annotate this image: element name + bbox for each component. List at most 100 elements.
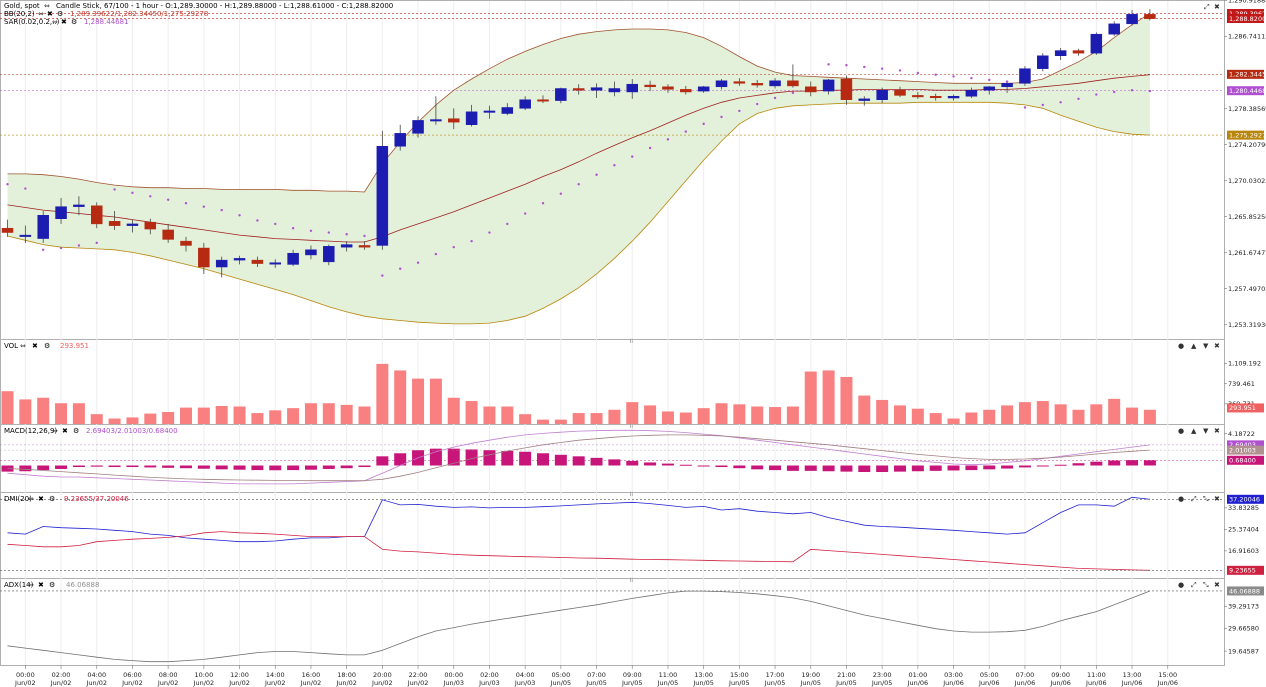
candle-body [715,80,728,88]
volume-bar [608,409,621,424]
candle-body [91,205,103,225]
candle [894,86,906,98]
bb-visibility-icon[interactable]: ⇔ [38,10,44,18]
sar-dot [399,267,402,270]
dmi-panel-dot-icon[interactable]: ● [1178,495,1184,503]
sar-settings-icon[interactable]: ⚙ [71,18,77,26]
macd-panel-up-icon[interactable]: ▲ [1191,427,1197,435]
splitter-grip-2[interactable]: ॥ [629,422,633,430]
volume-bar [715,403,728,424]
macd-panel-dot-icon[interactable]: ● [1178,427,1184,435]
sar-dot [95,241,98,245]
sar-close-icon[interactable]: ✖ [61,18,67,26]
candle [644,80,656,92]
candle [1001,82,1013,93]
x-tick-date: Jun/06 [1156,679,1178,687]
candle [1054,47,1067,61]
dmi-panel-close-icon[interactable]: ✖ [1214,495,1220,503]
bb-close-icon[interactable]: ✖ [47,10,53,18]
macd-histogram-bar [519,451,532,466]
vol-panel-dot-icon[interactable]: ● [1178,342,1184,350]
macd-values: 2.69403/2.01003/0.68400 [86,427,178,435]
candle [840,75,853,105]
macd-panel-down-icon[interactable]: ▼ [1203,427,1209,435]
macd-histogram-bar [733,465,746,469]
volume-bar [412,378,425,424]
vol-values: 293.951 [60,342,89,350]
adx-panel-close-icon[interactable]: ✖ [1214,581,1220,589]
adx-panel-restore-icon[interactable]: ⤡ [1203,581,1209,589]
x-tick-time: 00:00 [16,671,35,679]
x-tick-time: 02:00 [52,671,71,679]
y-axis-tag-bg [1227,403,1264,413]
candle-body [876,89,888,100]
y-tick-label: 16.91603 [1228,547,1259,555]
volume-bar [108,418,121,424]
macd-close-icon[interactable]: ✖ [62,427,68,435]
splitter-grip-3[interactable]: ॥ [629,490,633,498]
splitter-grip-4[interactable]: ॥ [629,576,633,584]
macd-histogram-bar [858,465,871,473]
candle-body [483,110,496,113]
candle-body [376,146,389,246]
vol-close-icon[interactable]: ✖ [32,342,38,350]
link-icon[interactable]: ⇔ [44,2,50,10]
macd-histogram-bar [37,465,50,471]
volume-bar [769,407,782,424]
x-tick-date: Jun/05 [835,679,857,687]
macd-histogram-bar [697,465,710,467]
candle-body [608,88,621,93]
adx-visibility-icon[interactable]: ⇔ [28,581,34,589]
sar-dot [756,102,759,106]
macd-histogram-bar [1126,460,1139,466]
dmi-settings-icon[interactable]: ⚙ [49,495,55,503]
volume-bar [126,417,139,424]
y-axis-tag-bg [1227,455,1264,465]
x-tick-time: 13:00 [1123,671,1142,679]
price-panel-close-icon[interactable]: ✖ [1214,3,1220,11]
x-tick-time: 13:00 [694,671,713,679]
x-tick-time: 07:00 [1016,671,1035,679]
candle [876,87,888,104]
adx-panel-maximize-icon[interactable]: ⤢ [1191,581,1197,589]
sar-dot [666,138,670,141]
volume-bar [697,408,710,424]
vol-panel-up-icon[interactable]: ▲ [1191,342,1197,350]
adx-close-icon[interactable]: ✖ [38,581,44,589]
adx-settings-icon[interactable]: ⚙ [49,581,55,589]
y-axis-tag: 1,288.82000 [1227,13,1266,23]
dmi-close-icon[interactable]: ✖ [38,495,44,503]
macd-histogram-bar [537,453,549,466]
macd-histogram-bar [108,465,121,468]
candle-body [1019,68,1031,84]
macd-settings-icon[interactable]: ⚙ [73,427,79,435]
splitter-grip-1[interactable]: ॥ [629,337,633,345]
macd-histogram-bar [608,459,621,466]
macd-visibility-icon[interactable]: ⇔ [52,427,58,435]
bb-settings-icon[interactable]: ⚙ [57,10,63,18]
dmi-panel-maximize-icon[interactable]: ⤢ [1191,495,1197,503]
macd-histogram-bar [822,465,835,472]
candle-body [1126,14,1138,25]
candle-body [644,84,656,88]
vol-settings-icon[interactable]: ⚙ [44,342,50,350]
x-tick-date: Jun/02 [228,679,250,687]
vol-panel-down-icon[interactable]: ▼ [1203,342,1209,350]
vol-visibility-icon[interactable]: ⇔ [20,342,26,350]
macd-panel-close-icon[interactable]: ✖ [1214,427,1220,435]
dmi-panel-restore-icon[interactable]: ⤡ [1203,495,1209,503]
candle-body [929,96,942,99]
dmi-visibility-icon[interactable]: ⇔ [28,495,34,503]
adx-panel-dot-icon[interactable]: ● [1178,581,1184,589]
price-panel-maximize-icon[interactable]: ⤢ [1204,3,1210,11]
y-axis-ticks: 1,290.91888 1,286.74115 1,278.38569 1,274.2… [1224,0,1266,655]
sar-visibility-icon[interactable]: ⇔ [52,18,58,26]
x-tick-date: Jun/02 [300,679,322,687]
vol-panel-close-icon[interactable]: ✖ [1214,342,1220,350]
y-axis-tag-bg [1227,86,1264,96]
volume-bar [1054,404,1067,424]
volume-bar [590,413,603,424]
candle-body [912,95,924,98]
candle-body [144,221,157,230]
sar-dot [77,244,81,247]
